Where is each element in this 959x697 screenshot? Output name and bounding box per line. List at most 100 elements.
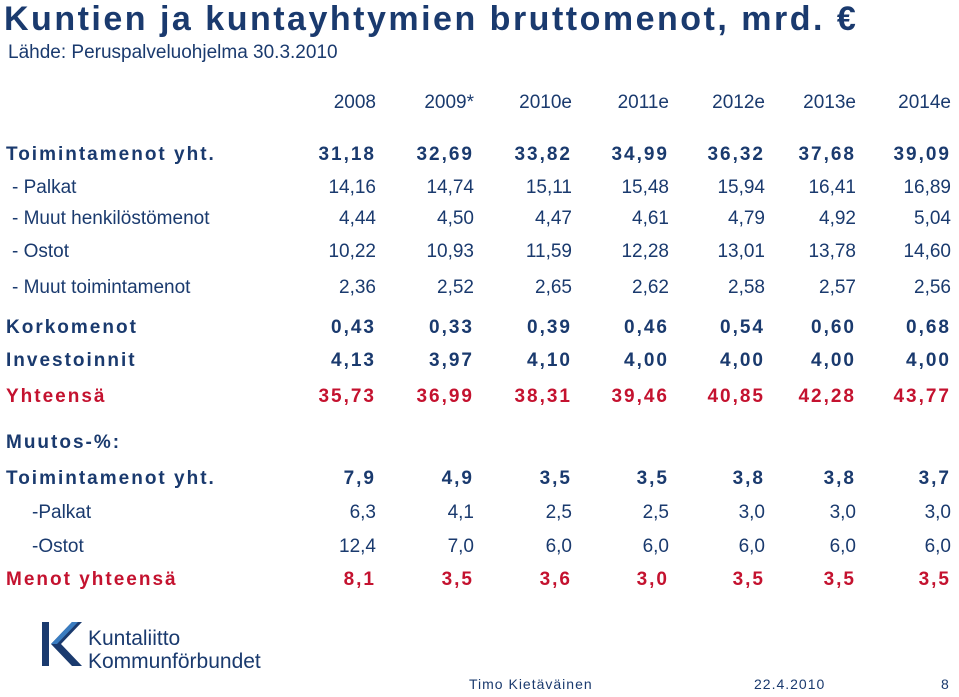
row-label: - Palkat	[12, 177, 77, 198]
table-cell: 33,82	[514, 144, 572, 165]
year-header: 2009*	[424, 92, 474, 113]
table-cell: 4,1	[447, 502, 474, 523]
table-cell: 12,28	[621, 241, 669, 262]
row-label: -Palkat	[32, 502, 92, 523]
page-title: Kuntien ja kuntayhtymien bruttomenot, mr…	[4, 0, 859, 38]
change-section-header: Muutos-%:	[6, 432, 122, 453]
table-cell: 2,5	[545, 502, 572, 523]
table-cell: 35,73	[318, 386, 376, 407]
table-cell: 3,6	[539, 569, 572, 590]
table-cell: 0,60	[811, 317, 856, 338]
table-cell: 2,65	[535, 277, 572, 298]
source-note: Lähde: Peruspalveluohjelma 30.3.2010	[8, 42, 338, 63]
table-cell: 2,56	[914, 277, 951, 298]
table-cell: 38,31	[514, 386, 572, 407]
table-cell: 3,0	[738, 502, 765, 523]
row-label: Korkomenot	[6, 317, 138, 338]
table-cell: 39,09	[893, 144, 951, 165]
row-label: Investoinnit	[6, 350, 137, 371]
row-label: - Muut toimintamenot	[12, 277, 191, 298]
kuntaliitto-logo-icon	[42, 620, 84, 673]
table-cell: 4,50	[437, 208, 474, 229]
row-label: - Muut henkilöstömenot	[12, 208, 210, 229]
table-cell: 4,61	[632, 208, 669, 229]
table-cell: 7,0	[447, 536, 474, 557]
table-cell: 3,8	[823, 468, 856, 489]
logo-line-1: Kuntaliitto	[88, 627, 181, 650]
year-header: 2013e	[803, 92, 856, 113]
table-cell: 14,16	[328, 177, 376, 198]
table-cell: 4,00	[906, 350, 951, 371]
year-header: 2008	[333, 92, 376, 113]
row-label: Toimintamenot yht.	[6, 468, 216, 489]
table-cell: 0,43	[331, 317, 376, 338]
footer-page: 8	[941, 676, 950, 692]
table-cell: 0,68	[906, 317, 951, 338]
table-cell: 36,99	[416, 386, 474, 407]
row-label: - Ostot	[12, 241, 70, 262]
table-cell: 0,46	[624, 317, 669, 338]
table-cell: 2,58	[728, 277, 765, 298]
year-header: 2012e	[712, 92, 765, 113]
table-cell: 15,11	[525, 177, 572, 198]
table-cell: 0,33	[429, 317, 474, 338]
table-cell: 36,32	[707, 144, 765, 165]
footer-date: 22.4.2010	[754, 676, 826, 692]
table-cell: 10,93	[426, 241, 474, 262]
table-cell: 15,94	[717, 177, 765, 198]
table-cell: 6,0	[545, 536, 572, 557]
table-cell: 16,41	[808, 177, 856, 198]
table-cell: 11,59	[525, 241, 572, 262]
table-cell: 4,00	[624, 350, 669, 371]
table-cell: 2,5	[642, 502, 669, 523]
table-cell: 3,7	[918, 468, 951, 489]
table-cell: 6,0	[642, 536, 669, 557]
table-cell: 2,52	[437, 277, 474, 298]
row-label: Yhteensä	[6, 386, 107, 407]
year-header: 2011e	[617, 92, 669, 113]
table-cell: 3,97	[429, 350, 474, 371]
table-cell: 2,36	[339, 277, 376, 298]
table-cell: 4,9	[441, 468, 474, 489]
table-cell: 4,47	[535, 208, 572, 229]
table-cell: 13,78	[808, 241, 856, 262]
year-header: 2014e	[898, 92, 951, 113]
table-cell: 3,5	[732, 569, 765, 590]
table-cell: 13,01	[717, 241, 765, 262]
table-cell: 12,4	[339, 536, 376, 557]
table-cell: 31,18	[318, 144, 376, 165]
table-cell: 6,3	[349, 502, 376, 523]
table-cell: 8,1	[343, 569, 376, 590]
table-cell: 4,44	[339, 208, 376, 229]
table-cell: 6,0	[829, 536, 856, 557]
table-cell: 4,13	[331, 350, 376, 371]
table-cell: 5,04	[914, 208, 951, 229]
table-cell: 3,0	[924, 502, 951, 523]
year-header: 2010e	[519, 92, 572, 113]
table-cell: 6,0	[738, 536, 765, 557]
table-cell: 43,77	[893, 386, 951, 407]
table-cell: 2,57	[819, 277, 856, 298]
table-cell: 10,22	[328, 241, 376, 262]
table-cell: 2,62	[632, 277, 669, 298]
logo-wordmark: Kuntaliitto Kommunförbundet	[88, 627, 261, 673]
table-cell: 37,68	[798, 144, 856, 165]
row-label: Menot yhteensä	[6, 569, 178, 590]
table-cell: 40,85	[707, 386, 765, 407]
table-cell: 16,89	[903, 177, 951, 198]
table-cell: 3,5	[918, 569, 951, 590]
table-cell: 0,54	[720, 317, 765, 338]
table-cell: 3,0	[829, 502, 856, 523]
table-cell: 15,48	[621, 177, 669, 198]
table-cell: 42,28	[798, 386, 856, 407]
table-cell: 6,0	[924, 536, 951, 557]
table-cell: 3,8	[732, 468, 765, 489]
logo-line-2: Kommunförbundet	[88, 650, 261, 673]
table-cell: 3,5	[539, 468, 572, 489]
table-cell: 3,5	[636, 468, 669, 489]
table-cell: 39,46	[611, 386, 669, 407]
footer-author: Timo Kietäväinen	[469, 676, 593, 692]
table-cell: 3,5	[823, 569, 856, 590]
row-label: -Ostot	[32, 536, 84, 557]
table-cell: 4,79	[728, 208, 765, 229]
